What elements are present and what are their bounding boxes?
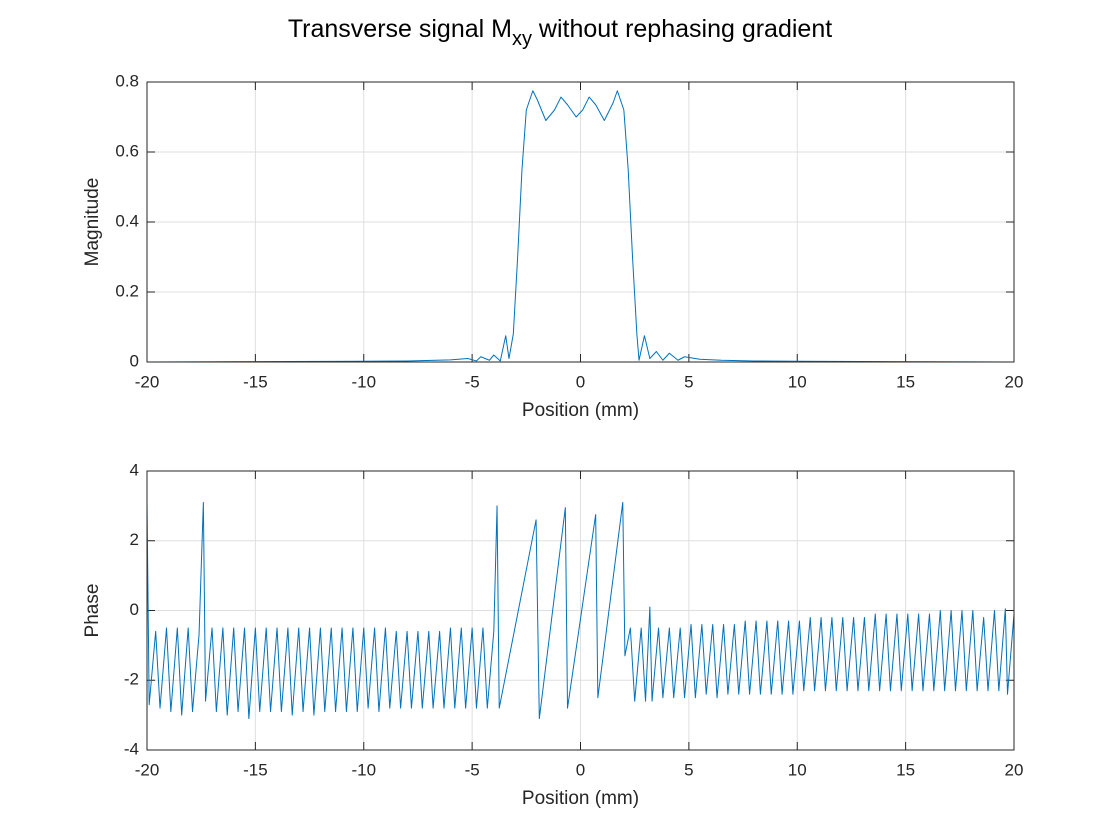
y-axis-label: Phase [82,584,103,638]
figure-title: Transverse signal Mxy without rephasing … [288,15,832,51]
x-tick-label: 0 [576,760,585,779]
axes-box [146,470,1015,751]
title-subscript: xy [512,28,532,50]
data-line [146,90,1015,363]
y-axis-label: Magnitude [82,178,103,267]
title-text: without rephasing gradient [532,15,832,43]
y-tick-label: -2 [124,670,139,689]
x-tick-label: 10 [788,760,807,779]
y-tick-label: -4 [124,739,139,758]
x-tick-label: 20 [1005,760,1024,779]
x-tick-label: -5 [465,760,480,779]
y-tick-label: 0 [130,351,139,370]
axes: -20 -15 -10 -5 0 5 10 15 20 0 0.2 0.4 0.6 0.8 Position… [82,71,1023,421]
x-tick-label: -15 [243,372,268,391]
x-tick-label: -5 [465,372,480,391]
x-axis-label: Position (mm) [522,788,639,809]
x-tick-label: 20 [1005,372,1024,391]
y-tick-label: 0.4 [115,211,139,230]
x-tick-label: -20 [135,372,160,391]
x-tick-label: 5 [684,372,693,391]
y-tick-label: 2 [130,530,139,549]
data-line [146,501,1015,720]
y-tick-label: 0 [130,600,139,619]
x-axis-label: Position (mm) [522,400,639,421]
x-tick-label: -15 [243,760,268,779]
y-tick-label: 4 [130,460,139,479]
y-tick-label: 0.6 [115,141,139,160]
x-tick-label: -10 [351,760,376,779]
x-tick-label: -10 [351,372,376,391]
x-tick-label: 5 [684,760,693,779]
axes-box [146,81,1015,363]
x-tick-label: 15 [896,372,915,391]
x-tick-label: 15 [896,760,915,779]
x-tick-label: 0 [576,372,585,391]
x-tick-label: 10 [788,372,807,391]
y-tick-label: 0.8 [115,71,139,90]
y-tick-label: 0.2 [115,281,139,300]
x-tick-label: -20 [135,760,160,779]
title-text: Transverse signal M [288,15,512,43]
